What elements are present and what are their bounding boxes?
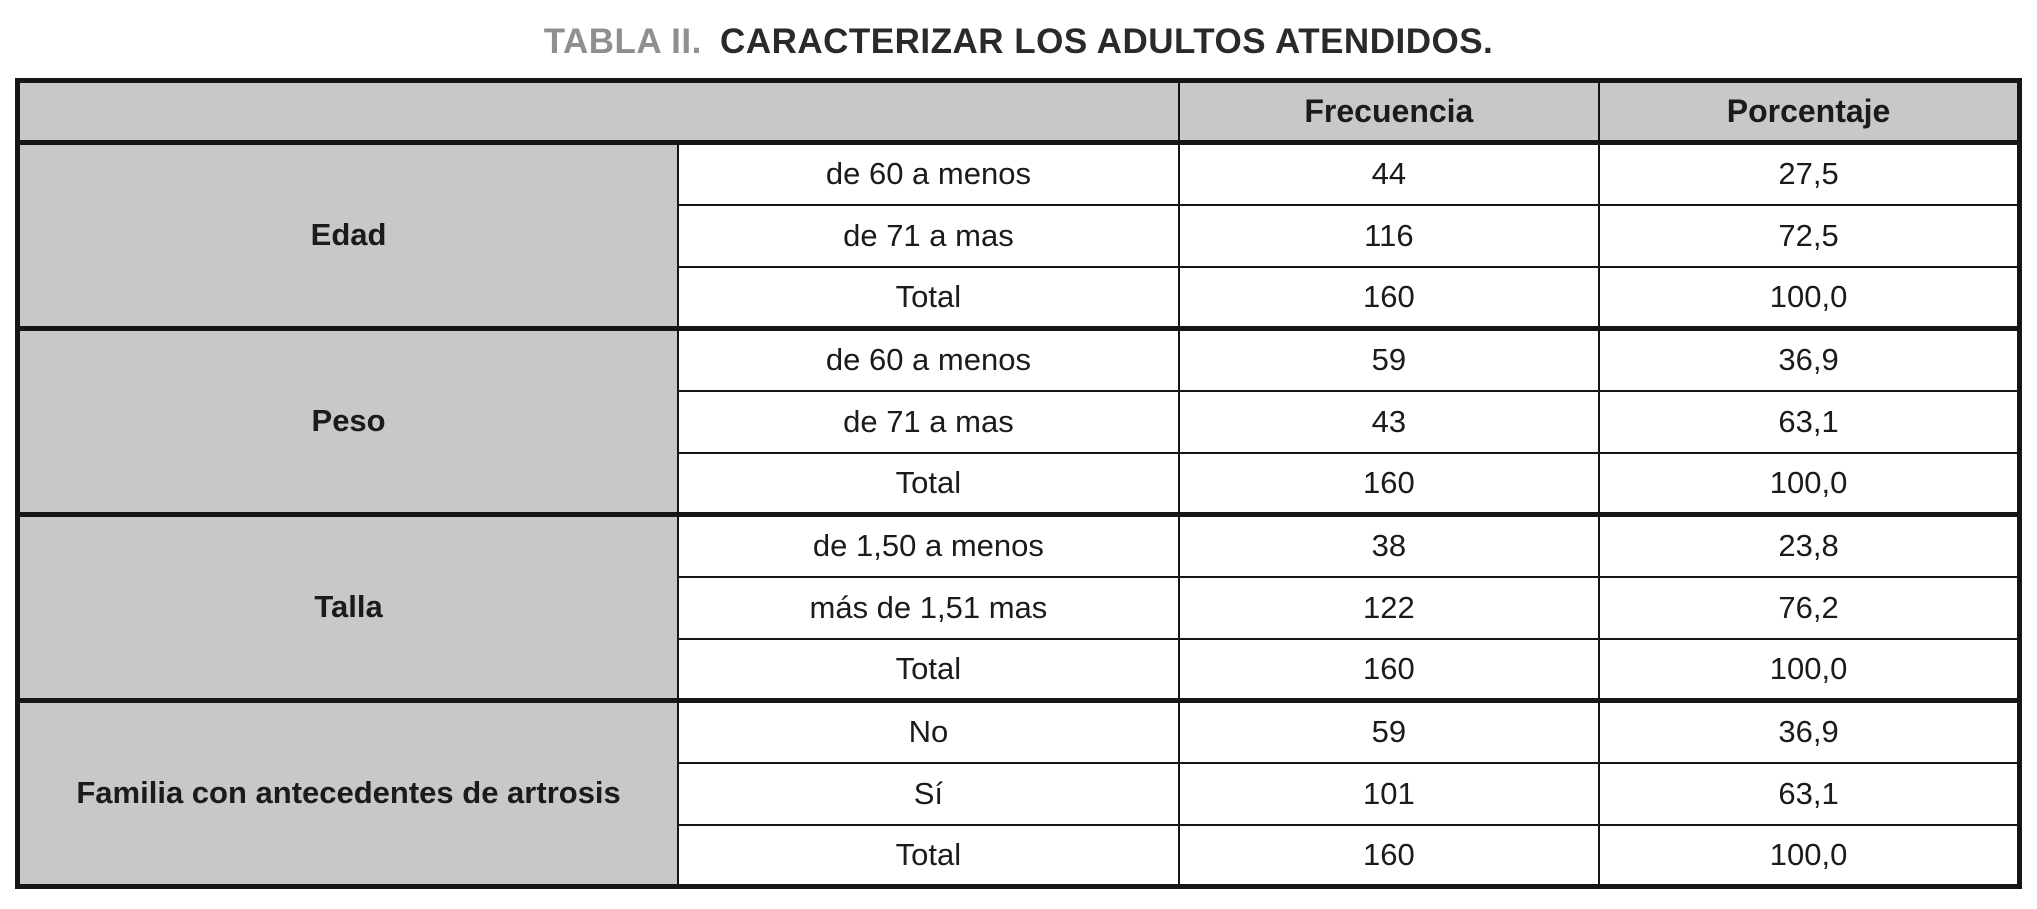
table-caption: CARACTERIZAR LOS ADULTOS ATENDIDOS.	[720, 22, 1494, 61]
column-header-frecuencia: Frecuencia	[1177, 79, 1601, 144]
frequency-cell: 43	[1177, 389, 1601, 454]
table-row: Familia con antecedentes de artrosis No …	[16, 698, 2021, 888]
table-row: Talla de 1,50 a menos 38 23,8	[16, 512, 2021, 702]
corner-cell	[16, 79, 1180, 144]
table-row-total: Total 160 100,0	[18, 823, 2021, 888]
row-label-cell: Total	[677, 637, 1180, 702]
percentage-cell: 100,0	[1598, 823, 2021, 888]
percentage-cell: 100,0	[1598, 637, 2021, 702]
row-label-cell: más de 1,51 mas	[677, 575, 1180, 640]
frequency-cell: 160	[1177, 823, 1601, 888]
row-label-cell: No	[677, 698, 1180, 764]
frequency-cell: 116	[1177, 203, 1601, 268]
percentage-cell: 100,0	[1598, 451, 2021, 516]
frequency-cell: 44	[1177, 140, 1601, 206]
percentage-cell: 63,1	[1598, 389, 2021, 454]
frequency-cell: 160	[1177, 265, 1601, 330]
table-row: de 71 a mas 116 72,5	[18, 203, 2021, 268]
percentage-cell: 100,0	[1598, 265, 2021, 330]
group-header-edad: Edad	[16, 140, 680, 330]
frequency-cell: 101	[1177, 761, 1601, 826]
row-label-cell: Sí	[677, 761, 1180, 826]
table-number-label: TABLA II.	[543, 22, 702, 61]
frequency-cell: 122	[1177, 575, 1601, 640]
frequency-cell: 59	[1177, 326, 1601, 392]
percentage-cell: 76,2	[1598, 575, 2021, 640]
table-row: Sí 101 63,1	[18, 761, 2021, 826]
frequency-cell: 59	[1177, 698, 1601, 764]
percentage-cell: 27,5	[1598, 140, 2021, 206]
page-title: TABLA II. CARACTERIZAR LOS ADULTOS ATEND…	[15, 22, 2022, 62]
group-header-talla: Talla	[16, 512, 680, 702]
group-header-peso: Peso	[16, 326, 680, 516]
percentage-cell: 36,9	[1598, 698, 2021, 764]
group-header-familia-antecedentes: Familia con antecedentes de artrosis	[16, 698, 680, 888]
data-table: Frecuencia Porcentaje Edad de 60 a menos…	[15, 78, 2022, 889]
row-label-cell: Total	[677, 451, 1180, 516]
table-row: más de 1,51 mas 122 76,2	[18, 575, 2021, 640]
row-label-cell: de 60 a menos	[677, 140, 1180, 206]
row-label-cell: de 71 a mas	[677, 389, 1180, 454]
row-label-cell: de 1,50 a menos	[677, 512, 1180, 578]
percentage-cell: 63,1	[1598, 761, 2021, 826]
table-row-total: Total 160 100,0	[18, 451, 2021, 516]
table-row-total: Total 160 100,0	[18, 265, 2021, 330]
column-header-porcentaje: Porcentaje	[1598, 79, 2021, 144]
table-row: de 71 a mas 43 63,1	[18, 389, 2021, 454]
frequency-cell: 160	[1177, 451, 1601, 516]
table-row: Peso de 60 a menos 59 36,9	[16, 326, 2021, 516]
percentage-cell: 72,5	[1598, 203, 2021, 268]
row-label-cell: Total	[677, 823, 1180, 888]
row-label-cell: de 71 a mas	[677, 203, 1180, 268]
percentage-cell: 36,9	[1598, 326, 2021, 392]
row-label-cell: de 60 a menos	[677, 326, 1180, 392]
percentage-cell: 23,8	[1598, 512, 2021, 578]
table-row-total: Total 160 100,0	[18, 637, 2021, 702]
table-row: Edad de 60 a menos 44 27,5	[16, 140, 2021, 330]
row-label-cell: Total	[677, 265, 1180, 330]
frequency-cell: 38	[1177, 512, 1601, 578]
frequency-cell: 160	[1177, 637, 1601, 702]
header-row: Frecuencia Porcentaje	[16, 79, 2021, 144]
